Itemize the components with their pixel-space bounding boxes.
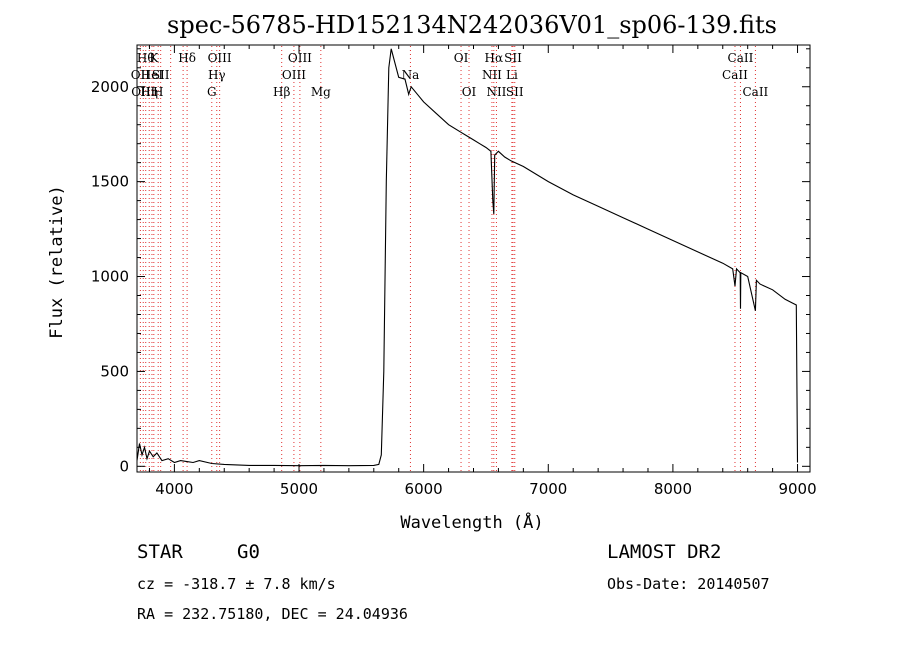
line-marker-label: SII: [506, 85, 524, 99]
line-marker-label: Hα: [485, 51, 504, 65]
line-marker-label: NII: [482, 68, 502, 82]
line-marker-label: OI: [462, 85, 477, 99]
x-tick-label: 6000: [405, 480, 443, 498]
line-marker-label: OI: [454, 51, 469, 65]
x-axis-label: Wavelength (Å): [400, 511, 543, 533]
spectrum-line: [136, 48, 799, 467]
y-tick-label: 500: [100, 362, 129, 380]
line-marker-label: CaII: [728, 51, 754, 65]
line-marker-label: Li: [506, 68, 518, 82]
y-tick-label: 1500: [91, 173, 129, 191]
line-marker-label: SII: [152, 68, 170, 82]
line-marker-labels: OIIOIIIHθHηHeIKHSIIHδGHγOIIIHβOIIIOIIIMg…: [131, 51, 769, 99]
x-tick-label: 7000: [529, 480, 567, 498]
line-marker-label: SII: [504, 51, 522, 65]
x-tick-label: 9000: [778, 480, 816, 498]
x-tick-label: 5000: [280, 480, 318, 498]
chart-title: spec-56785-HD152134N242036V01_sp06-139.f…: [167, 11, 777, 39]
y-tick-label: 2000: [91, 78, 129, 96]
line-marker-label: G: [207, 85, 217, 99]
line-marker-label: H: [153, 85, 163, 99]
y-tick-label: 0: [119, 457, 129, 475]
line-marker-label: CaII: [742, 85, 768, 99]
line-marker-label: OII: [131, 68, 151, 82]
line-marker-label: HeI: [141, 68, 164, 82]
line-marker-label: OIII: [208, 51, 232, 65]
spectral-subclass: G0: [237, 541, 260, 563]
line-marker-label: Na: [402, 68, 420, 82]
y-axis-ticks: 0 500 1000 1500 2000: [91, 48, 810, 475]
y-tick-label: 1000: [91, 268, 129, 286]
x-axis-ticks: 4000 5000 6000 7000 8000 9000: [148, 45, 817, 498]
line-marker-label: K: [149, 51, 159, 65]
object-class: STAR: [137, 541, 183, 563]
line-marker-label: OIII: [282, 68, 306, 82]
y-axis-label: Flux (relative): [47, 185, 67, 339]
line-marker-label: Hδ: [178, 51, 196, 65]
line-marker-label: Hθ: [137, 51, 155, 65]
survey-name: LAMOST DR2: [607, 541, 721, 563]
plot-frame: [136, 44, 811, 473]
line-marker-label: Mg: [311, 85, 331, 99]
line-marker-label: NII: [486, 85, 506, 99]
line-marker-label: Hβ: [273, 85, 290, 99]
sky-coordinates: RA = 232.75180, DEC = 24.04936: [137, 605, 408, 623]
observation-date: Obs-Date: 20140507: [607, 575, 770, 593]
line-marker-label: Hη: [140, 85, 158, 99]
line-marker-label: Hγ: [208, 68, 226, 82]
x-tick-label: 8000: [654, 480, 692, 498]
line-marker-label: CaII: [722, 68, 748, 82]
line-markers: [139, 46, 756, 471]
redshift-value: cz = -318.7 ± 7.8 km/s: [137, 575, 336, 593]
line-marker-label: OIII: [288, 51, 312, 65]
x-tick-label: 4000: [155, 480, 193, 498]
